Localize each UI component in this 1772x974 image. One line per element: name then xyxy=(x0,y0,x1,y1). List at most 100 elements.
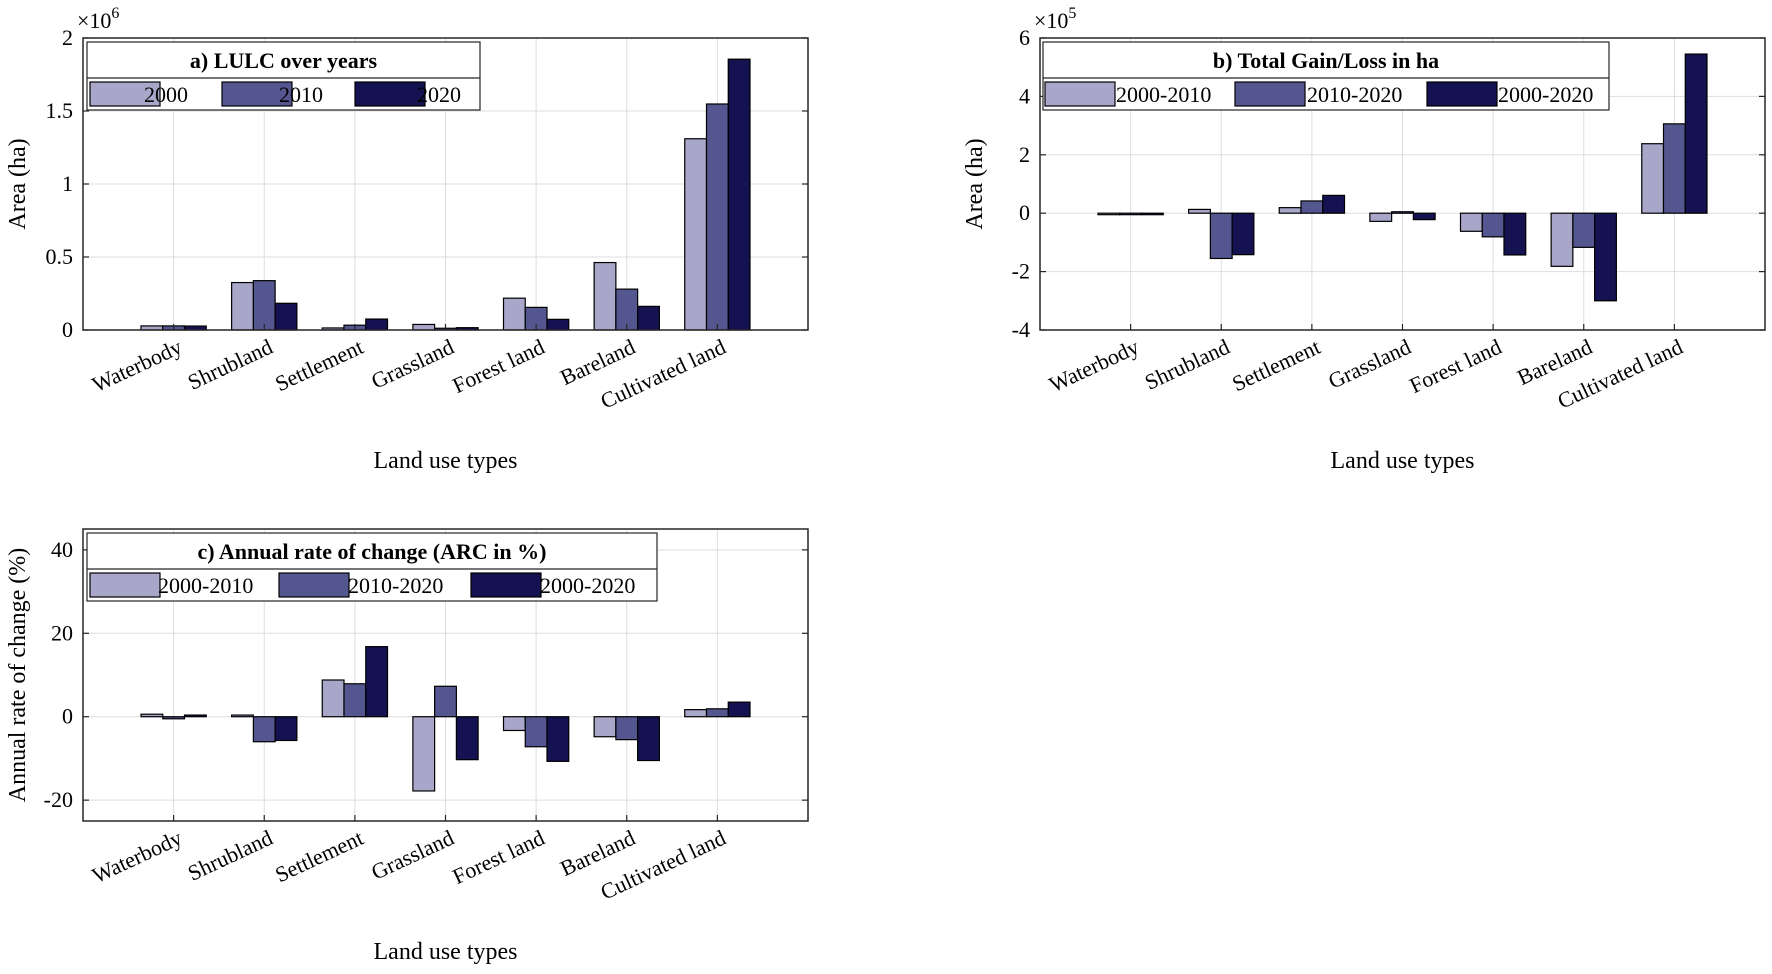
y-tick-label: 20 xyxy=(51,620,73,645)
x-tick-label: Waterbody xyxy=(88,825,186,888)
bar-c-2000-2010-2 xyxy=(321,679,345,718)
bar-a-2000-1 xyxy=(231,281,254,331)
legend-label: 2010-2020 xyxy=(348,573,443,598)
bar-b-2010-2020-6 xyxy=(1662,123,1686,214)
bar-a-2000-3 xyxy=(412,323,436,331)
legend-label: 2010 xyxy=(279,82,323,107)
bar-c-2000-2020-3 xyxy=(455,716,479,761)
y-tick-label: 0 xyxy=(1019,200,1030,225)
bar-c-2010-2020-1 xyxy=(252,716,276,743)
legend-label: 2000-2020 xyxy=(1498,82,1593,107)
legend-swatch xyxy=(278,572,350,598)
legend-swatch xyxy=(89,572,161,598)
bar-a-2020-4 xyxy=(546,318,570,331)
legend-label: 2000-2010 xyxy=(158,573,253,598)
x-tick-label: Settlement xyxy=(1228,334,1324,396)
bar-c-2010-2020-4 xyxy=(524,716,548,748)
y-tick-label: 40 xyxy=(51,537,73,562)
bar-a-2000-4 xyxy=(502,297,526,331)
bar-c-2010-2020-5 xyxy=(615,716,639,741)
bar-c-2000-2020-4 xyxy=(546,716,570,762)
bar-b-2000-2020-5 xyxy=(1594,212,1617,302)
bar-c-2000-2020-0 xyxy=(183,714,207,718)
legend-swatch xyxy=(470,572,542,598)
legend-swatch xyxy=(221,81,293,107)
y-tick-label: 0 xyxy=(62,704,73,729)
bar-c-2010-2020-6 xyxy=(705,708,729,718)
y-axis-label: Annual rate of change (%) xyxy=(5,548,31,803)
x-tick-label: Waterbody xyxy=(1045,334,1143,397)
bar-c-2000-2020-6 xyxy=(727,701,751,718)
bar-c-2010-2020-2 xyxy=(343,683,367,718)
y-tick-label: -20 xyxy=(44,787,73,812)
x-tick-label: Shrubland xyxy=(1141,334,1234,395)
legend-swatch xyxy=(89,81,161,107)
x-tick-label: Waterbody xyxy=(88,334,186,397)
bar-b-2000-2010-2 xyxy=(1278,207,1302,214)
bar-b-2000-2010-1 xyxy=(1188,208,1211,214)
y-axis-label: Area (ha) xyxy=(962,138,988,229)
bar-b-2000-2010-6 xyxy=(1641,143,1665,214)
bar-c-2000-2010-1 xyxy=(231,714,254,718)
y-tick-label: 2 xyxy=(62,25,73,50)
bar-b-2000-2010-5 xyxy=(1550,212,1574,267)
bar-b-2010-2020-4 xyxy=(1481,212,1505,238)
x-tick-label: Forest land xyxy=(449,334,549,398)
bar-a-2020-6 xyxy=(727,58,751,331)
bar-b-2000-2020-1 xyxy=(1231,212,1255,256)
bar-c-2000-2010-5 xyxy=(593,716,617,738)
x-tick-label: Forest land xyxy=(1406,334,1506,398)
legend-box xyxy=(86,532,658,602)
legend-label: 2010-2020 xyxy=(1307,82,1402,107)
bar-a-2020-5 xyxy=(637,305,660,331)
x-tick-label: Settlement xyxy=(271,825,367,887)
bar-b-2010-2020-2 xyxy=(1300,200,1324,214)
chart-title: a) LULC over years xyxy=(190,48,378,73)
y-tick-label: 0 xyxy=(62,317,73,342)
bar-b-2000-2020-4 xyxy=(1503,212,1527,256)
x-tick-label: Settlement xyxy=(271,334,367,396)
y-tick-label: 1.5 xyxy=(46,98,74,123)
legend-label: 2020 xyxy=(417,82,461,107)
x-axis-label: Land use types xyxy=(1331,448,1475,474)
y-tick-label: 0.5 xyxy=(46,244,74,269)
chart-title: b) Total Gain/Loss in ha xyxy=(1213,48,1439,73)
bar-b-2010-2020-1 xyxy=(1209,212,1233,260)
bar-a-2000-5 xyxy=(593,261,617,331)
bar-b-2000-2010-4 xyxy=(1459,212,1483,232)
x-tick-label: Forest land xyxy=(449,825,549,889)
bar-a-2010-6 xyxy=(705,103,729,331)
bar-c-2000-2020-5 xyxy=(637,716,660,762)
x-tick-label: Shrubland xyxy=(184,334,277,395)
bar-c-2000-2010-0 xyxy=(140,713,164,718)
x-tick-label: Grassland xyxy=(1324,334,1414,394)
y-axis-label: Area (ha) xyxy=(5,138,31,229)
bar-a-2010-1 xyxy=(252,280,276,331)
legend-label: 2000 xyxy=(144,82,188,107)
bar-a-2010-5 xyxy=(615,288,639,331)
bar-c-2000-2020-2 xyxy=(365,646,389,718)
legend-swatch xyxy=(1234,81,1306,107)
legend: c) Annual rate of change (ARC in %) 2000-… xyxy=(86,532,658,602)
chart-title: c) Annual rate of change (ARC in %) xyxy=(198,539,547,564)
axis-exponent: ×106 xyxy=(77,5,119,33)
bar-c-2000-2020-1 xyxy=(274,716,298,742)
bar-b-2010-2020-0 xyxy=(1119,212,1143,216)
bar-b-2000-2020-0 xyxy=(1140,212,1164,216)
y-tick-label: -2 xyxy=(1012,259,1030,284)
bar-b-2010-2020-5 xyxy=(1572,212,1596,248)
x-tick-label: Grassland xyxy=(367,334,457,394)
y-tick-label: 6 xyxy=(1019,25,1030,50)
bar-b-2000-2020-6 xyxy=(1684,53,1708,214)
y-tick-label: 2 xyxy=(1019,142,1030,167)
x-axis-label: Land use types xyxy=(374,448,518,474)
bar-b-2000-2010-0 xyxy=(1097,212,1121,216)
legend-label: 2000-2020 xyxy=(540,573,635,598)
legend-label: 2000-2010 xyxy=(1116,82,1211,107)
